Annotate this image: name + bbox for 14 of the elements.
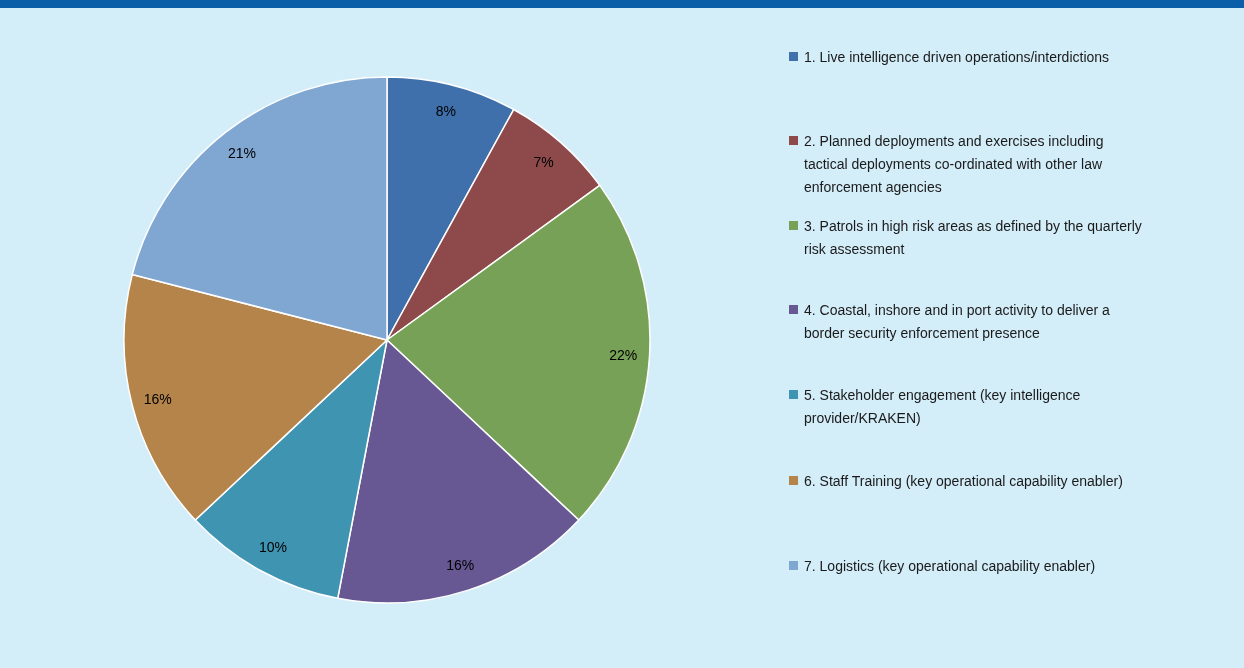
legend-label: 1. Live intelligence driven operations/interdictions	[804, 49, 1110, 65]
legend-label: 2. Planned deployments and exercises including tactical deployments co-ordinated with other law enforcement agencies	[804, 133, 1104, 195]
data-label: 22%	[609, 346, 638, 363]
data-label: 10%	[258, 539, 287, 556]
data-label: 8%	[435, 102, 456, 119]
data-label: 21%	[227, 144, 256, 161]
legend-label: 6. Staff Training (key operational capability enabler)	[804, 473, 1123, 489]
legend-label: 3. Patrols in high risk areas as defined by the quarterly risk assessment	[804, 218, 1142, 257]
legend-label: 5. Stakeholder engagement (key intelligence provider/KRAKEN)	[804, 387, 1081, 426]
legend-label: 4. Coastal, inshore and in port activity to deliver a border security enforcement presence	[804, 302, 1111, 341]
legend-label: 7. Logistics (key operational capability enabler)	[804, 558, 1096, 574]
data-label: 16%	[446, 557, 475, 574]
data-label: 7%	[533, 154, 554, 171]
data-label: 16%	[143, 390, 172, 407]
